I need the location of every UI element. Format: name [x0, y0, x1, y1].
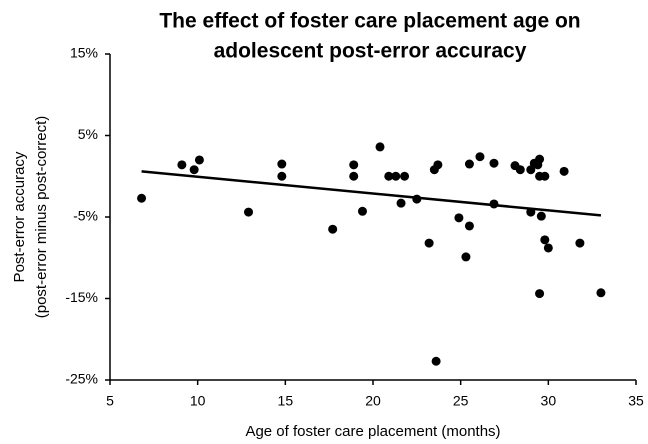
point: [535, 289, 545, 299]
point: [328, 224, 338, 234]
y-axis-label: (post-error minus post-correct): [33, 116, 50, 319]
chart-title: The effect of foster care placement age …: [159, 10, 580, 33]
point: [431, 356, 441, 366]
x-tick-label: 30: [541, 393, 557, 409]
point: [464, 159, 474, 169]
point: [475, 152, 485, 162]
point: [384, 171, 394, 181]
point: [137, 193, 147, 203]
x-tick-label: 20: [365, 393, 381, 409]
point: [277, 159, 287, 169]
x-tick-label: 25: [453, 393, 469, 409]
chart-title: adolescent post-error accuracy: [214, 40, 527, 63]
point: [515, 165, 525, 175]
point: [357, 206, 367, 216]
point: [489, 199, 499, 209]
point: [464, 221, 474, 231]
point: [349, 160, 359, 170]
x-tick-label: 10: [190, 393, 206, 409]
point: [540, 171, 550, 181]
point: [277, 171, 287, 181]
y-tick-label: 5%: [78, 126, 98, 142]
point: [543, 243, 553, 253]
point: [526, 207, 536, 217]
point: [375, 142, 385, 152]
y-tick-label: -25%: [65, 371, 98, 387]
x-tick-label: 35: [628, 393, 644, 409]
point: [194, 155, 204, 165]
point: [559, 166, 569, 176]
point: [412, 194, 422, 204]
point: [575, 238, 585, 248]
point: [454, 213, 464, 223]
point: [461, 252, 471, 262]
y-tick-label: 15%: [70, 45, 98, 61]
point: [189, 165, 199, 175]
point: [177, 160, 187, 170]
point: [349, 171, 359, 181]
point: [489, 158, 499, 168]
point: [244, 207, 254, 217]
y-axis-label: Post-error accuracy: [11, 151, 28, 282]
x-axis-label: Age of foster care placement (months): [245, 423, 500, 440]
point: [433, 160, 443, 170]
point: [596, 288, 606, 298]
point: [540, 235, 550, 245]
point: [424, 238, 434, 248]
point: [396, 198, 406, 208]
trendline: [141, 170, 602, 217]
y-tick-label: -5%: [73, 208, 98, 224]
point: [400, 171, 410, 181]
point: [391, 171, 401, 181]
point: [535, 154, 545, 164]
x-tick-label: 15: [278, 393, 294, 409]
y-tick-label: -15%: [65, 289, 98, 305]
x-tick-label: 5: [106, 393, 114, 409]
point: [536, 211, 546, 221]
